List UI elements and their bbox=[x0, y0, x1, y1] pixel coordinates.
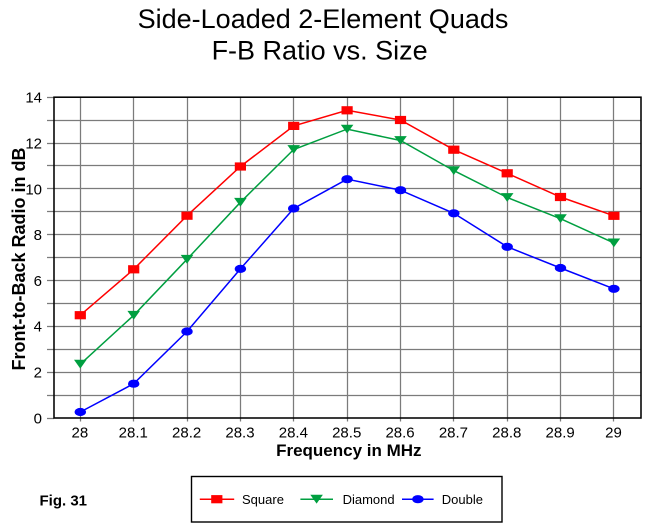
svg-text:Diamond: Diamond bbox=[343, 492, 395, 507]
svg-text:6: 6 bbox=[34, 273, 42, 290]
svg-text:Front-to-Back Radio in dB: Front-to-Back Radio in dB bbox=[9, 148, 29, 371]
svg-text:28.2: 28.2 bbox=[172, 424, 201, 441]
svg-text:28: 28 bbox=[72, 424, 89, 441]
svg-text:Side-Loaded 2-Element Quads: Side-Loaded 2-Element Quads bbox=[138, 4, 509, 34]
svg-text:Fig. 31: Fig. 31 bbox=[40, 493, 88, 510]
svg-text:Double: Double bbox=[442, 492, 483, 507]
svg-text:28.9: 28.9 bbox=[546, 424, 575, 441]
svg-text:29: 29 bbox=[605, 424, 622, 441]
svg-text:28.6: 28.6 bbox=[385, 424, 414, 441]
svg-text:2: 2 bbox=[34, 365, 42, 382]
svg-text:F-B Ratio vs. Size: F-B Ratio vs. Size bbox=[212, 36, 428, 66]
svg-text:28.5: 28.5 bbox=[332, 424, 361, 441]
svg-text:28.7: 28.7 bbox=[439, 424, 468, 441]
svg-text:Square: Square bbox=[242, 492, 284, 507]
svg-text:12: 12 bbox=[25, 135, 42, 152]
svg-text:8: 8 bbox=[34, 227, 42, 244]
svg-text:28.4: 28.4 bbox=[279, 424, 308, 441]
svg-text:10: 10 bbox=[25, 181, 42, 198]
svg-text:28.1: 28.1 bbox=[119, 424, 148, 441]
svg-text:0: 0 bbox=[34, 410, 42, 427]
svg-text:14: 14 bbox=[25, 90, 42, 107]
svg-text:4: 4 bbox=[34, 319, 42, 336]
svg-text:28.3: 28.3 bbox=[225, 424, 254, 441]
svg-text:Frequency in MHz: Frequency in MHz bbox=[276, 441, 421, 460]
svg-text:28.8: 28.8 bbox=[492, 424, 521, 441]
